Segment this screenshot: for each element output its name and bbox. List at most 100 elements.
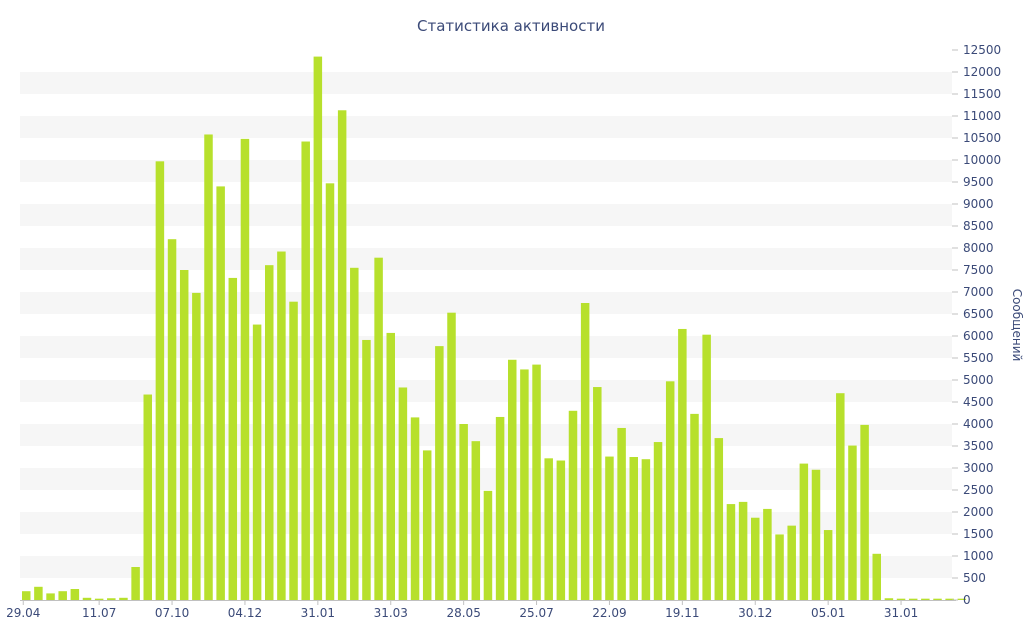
bar[interactable] bbox=[350, 267, 359, 600]
x-tick-label: 22.09 bbox=[592, 606, 626, 620]
bar[interactable] bbox=[848, 445, 857, 600]
bar[interactable] bbox=[629, 457, 639, 600]
grid-band bbox=[20, 292, 952, 314]
bar[interactable] bbox=[70, 589, 80, 600]
y-tick-label: 6000 bbox=[963, 329, 994, 343]
bar[interactable] bbox=[289, 301, 298, 600]
bar[interactable] bbox=[908, 598, 918, 600]
y-tick-label: 2000 bbox=[963, 505, 994, 519]
y-tick-label: 3500 bbox=[963, 439, 994, 453]
bar[interactable] bbox=[265, 265, 274, 600]
bar[interactable] bbox=[520, 369, 529, 600]
bar[interactable] bbox=[410, 417, 420, 600]
grid-bands bbox=[20, 72, 952, 578]
y-tick-label: 9000 bbox=[963, 197, 994, 211]
y-tick-label: 7000 bbox=[963, 285, 994, 299]
bar[interactable] bbox=[605, 456, 614, 600]
bar[interactable] bbox=[447, 312, 456, 600]
bar[interactable] bbox=[665, 381, 675, 600]
bar[interactable] bbox=[933, 598, 942, 600]
bar[interactable] bbox=[155, 161, 165, 600]
bar[interactable] bbox=[787, 525, 796, 600]
bar[interactable] bbox=[678, 328, 687, 600]
bar[interactable] bbox=[46, 593, 55, 600]
y-tick-label: 12500 bbox=[963, 43, 1001, 57]
bar[interactable] bbox=[921, 598, 930, 600]
bar[interactable] bbox=[872, 553, 882, 600]
x-axis-ticks: 29.04 11.07 07.10 04.12 31.01 31.03 28.05 25.07… bbox=[6, 600, 918, 620]
bar[interactable] bbox=[483, 490, 493, 600]
bar[interactable] bbox=[568, 410, 578, 600]
bar[interactable] bbox=[435, 346, 444, 600]
bar[interactable] bbox=[884, 598, 894, 600]
bar[interactable] bbox=[957, 598, 967, 600]
bar[interactable] bbox=[179, 270, 189, 600]
bar[interactable] bbox=[216, 186, 225, 600]
x-tick-label: 31.01 bbox=[884, 606, 918, 620]
bar[interactable] bbox=[532, 364, 541, 600]
bar[interactable] bbox=[690, 413, 699, 600]
bar[interactable] bbox=[738, 501, 748, 600]
grid-band bbox=[20, 72, 952, 94]
y-tick-label: 0 bbox=[963, 593, 971, 607]
bar[interactable] bbox=[508, 359, 517, 600]
bar[interactable] bbox=[204, 134, 213, 601]
bar[interactable] bbox=[653, 442, 663, 600]
bar[interactable] bbox=[422, 450, 432, 600]
bar[interactable] bbox=[811, 469, 821, 600]
bar[interactable] bbox=[617, 427, 626, 600]
y-tick-label: 12000 bbox=[963, 65, 1001, 79]
bar[interactable] bbox=[143, 394, 153, 600]
bar[interactable] bbox=[192, 292, 201, 600]
bar[interactable] bbox=[799, 463, 809, 600]
bar[interactable] bbox=[471, 441, 481, 600]
bar[interactable] bbox=[860, 424, 869, 600]
bar[interactable] bbox=[82, 597, 92, 600]
bar[interactable] bbox=[131, 567, 140, 600]
bar[interactable] bbox=[228, 277, 238, 600]
bar[interactable] bbox=[94, 598, 104, 600]
bar[interactable] bbox=[240, 138, 250, 600]
bar[interactable] bbox=[641, 459, 651, 600]
y-tick-label: 4500 bbox=[963, 395, 994, 409]
bar[interactable] bbox=[702, 334, 711, 600]
bar[interactable] bbox=[374, 257, 383, 600]
bar[interactable] bbox=[556, 460, 566, 600]
bar[interactable] bbox=[726, 504, 736, 600]
bar[interactable] bbox=[34, 586, 43, 600]
bar[interactable] bbox=[580, 303, 590, 600]
chart-title: Статистика активности bbox=[417, 17, 605, 35]
bar[interactable] bbox=[337, 110, 347, 600]
bar[interactable] bbox=[313, 56, 323, 601]
bar[interactable] bbox=[22, 591, 31, 600]
bar[interactable] bbox=[301, 141, 310, 600]
bar[interactable] bbox=[459, 424, 468, 600]
bar[interactable] bbox=[58, 591, 67, 600]
x-tick-label: 29.04 bbox=[6, 606, 40, 620]
bar[interactable] bbox=[593, 387, 602, 600]
bar[interactable] bbox=[896, 598, 906, 600]
y-tick-label: 8500 bbox=[963, 219, 994, 233]
bar[interactable] bbox=[252, 324, 262, 600]
bar[interactable] bbox=[775, 534, 784, 600]
bar[interactable] bbox=[119, 597, 128, 600]
bar[interactable] bbox=[823, 530, 833, 600]
bar[interactable] bbox=[763, 508, 772, 600]
bar[interactable] bbox=[751, 517, 760, 600]
bar[interactable] bbox=[544, 458, 553, 600]
x-tick-label: 28.05 bbox=[446, 606, 480, 620]
y-tick-label: 2500 bbox=[963, 483, 994, 497]
bar[interactable] bbox=[945, 598, 954, 600]
bar[interactable] bbox=[167, 239, 177, 600]
bars bbox=[22, 56, 967, 601]
bar[interactable] bbox=[107, 598, 116, 600]
bar[interactable] bbox=[325, 183, 335, 600]
bar[interactable] bbox=[714, 438, 724, 600]
bar[interactable] bbox=[362, 339, 371, 600]
bar[interactable] bbox=[836, 393, 845, 600]
y-axis-ticks: 0 500 1000 1500 2000 2500 3000 3500 4000 4500 5000… bbox=[952, 43, 1001, 607]
bar[interactable] bbox=[495, 416, 505, 600]
bar[interactable] bbox=[277, 251, 286, 600]
bar[interactable] bbox=[386, 332, 396, 600]
bar[interactable] bbox=[398, 387, 408, 600]
